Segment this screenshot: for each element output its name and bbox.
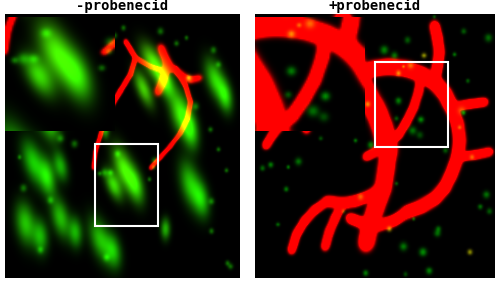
Title: -probenecid: -probenecid xyxy=(76,0,168,13)
Title: +probenecid: +probenecid xyxy=(329,0,421,13)
Bar xyxy=(94,143,158,226)
Bar xyxy=(375,62,448,147)
